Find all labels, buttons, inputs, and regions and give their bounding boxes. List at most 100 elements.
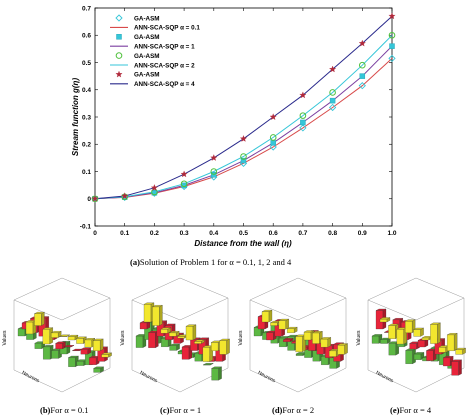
series-0-point: [358, 82, 366, 90]
bar3d-front: [42, 329, 50, 345]
panel-b-zlabel: Values: [2, 330, 8, 345]
series-4-point: [359, 61, 366, 69]
panel-b-xlabel: Neurons: [21, 370, 41, 384]
bar3d-front: [101, 354, 109, 358]
bar3d-side: [66, 341, 71, 355]
bar3d-front: [405, 321, 413, 333]
bar3d-front: [295, 336, 303, 352]
bar3d-top: [165, 323, 176, 326]
series-4-point: [180, 180, 188, 188]
bar3d-top: [278, 318, 289, 321]
x-tick-label: 0.6: [269, 230, 278, 237]
legend-entry-label: ANN-SCA-SQP α = 0.1: [134, 25, 200, 32]
bar3d-front: [34, 343, 42, 349]
x-axis-label: Distance from the wall (η): [194, 239, 292, 248]
series-2-point: [270, 140, 276, 146]
series-2-point: [329, 97, 336, 104]
caption-c-text: For α = 1: [169, 405, 202, 415]
bar3d-front: [202, 347, 210, 362]
bar3d-top: [371, 334, 383, 337]
series-4-point: [210, 168, 218, 175]
bar3d-top: [34, 311, 45, 314]
caption-d: (d)For α = 2: [272, 405, 314, 415]
caption-a: (a)Solution of Problem 1 for α = 0.1, 1,…: [130, 257, 291, 267]
bar3d-top: [303, 330, 315, 333]
bar3d-front: [160, 329, 168, 334]
bar3d-front: [80, 349, 88, 355]
bar3d-top: [392, 318, 403, 320]
y-tick-label: 0.1: [82, 169, 91, 176]
bar3d-front: [89, 357, 97, 365]
bar3d-front: [413, 353, 422, 360]
caption-b-tag: (b): [40, 405, 51, 415]
bar3d-front: [396, 329, 404, 345]
series-6-point: [180, 170, 188, 178]
bar3d-panel-d: Values Neurons: [238, 277, 348, 393]
bar3d-top: [283, 338, 294, 340]
bar3d-top: [405, 319, 416, 322]
bar3d-top: [67, 335, 79, 337]
series-0-point: [388, 54, 396, 63]
bar3d-front: [380, 339, 388, 344]
bar3d-front: [135, 335, 144, 348]
bar3d-front: [169, 345, 177, 351]
bar3d-front: [266, 332, 274, 341]
series-4-point: [269, 134, 277, 141]
bar3d-side: [268, 309, 273, 323]
bar3d-panel-b: Values Neurons: [2, 277, 112, 393]
bar3d-front: [295, 353, 304, 356]
bar3d-front: [388, 325, 396, 339]
bar3d-top: [287, 334, 298, 337]
series-6-point: [150, 184, 158, 191]
y-axis-label: Stream function g(η): [71, 78, 80, 157]
bar3d-top: [379, 317, 391, 320]
bar3d-front: [451, 361, 459, 376]
bar3d-top: [84, 338, 95, 340]
bar3d-front: [379, 318, 388, 323]
bar3d-top: [80, 347, 91, 350]
bar3d-front: [303, 331, 312, 341]
bar3d-front: [43, 346, 51, 360]
panel-e-bars: [371, 308, 466, 376]
series-6-point: [239, 135, 248, 142]
bar3d-panel-c: Values Neurons: [120, 277, 230, 393]
legend-marker-swatch: [115, 52, 123, 59]
bar3d-top: [219, 338, 230, 341]
bar3d-top: [42, 327, 53, 330]
bar3d-top: [203, 363, 214, 365]
bar3d-top: [211, 366, 222, 369]
x-tick-label: 1.0: [387, 230, 396, 237]
bar3d-front: [337, 344, 345, 355]
bar3d-side: [192, 324, 197, 341]
x-axis-label-text: Distance from the wall (η): [194, 239, 292, 248]
x-tick-label: 0.2: [150, 230, 159, 237]
bar3d-side: [454, 333, 458, 352]
bar3d-side: [285, 318, 289, 330]
series-6-point: [358, 39, 366, 47]
bar3d-front: [211, 342, 219, 351]
bar3d-top: [93, 366, 104, 369]
bar3d-front: [261, 311, 270, 323]
caption-e-tag: (e): [390, 405, 400, 415]
bar3d-front: [455, 349, 463, 355]
bar3d-top: [287, 327, 298, 329]
bar3d-top: [185, 324, 197, 327]
bar3d-front: [219, 340, 227, 355]
bar3d-top: [388, 323, 399, 326]
legend-entry-label: GA-ASM: [134, 34, 160, 41]
series-6-point: [121, 192, 129, 200]
bar3d-front: [409, 343, 417, 350]
bar3d-top: [76, 336, 87, 339]
bar3d-top: [143, 302, 155, 305]
series-0-point: [328, 103, 337, 112]
bar3d-front: [177, 336, 185, 339]
bar3d-front: [51, 350, 59, 359]
legend-entry-label: ANN-SCA-SQP α = 1: [134, 44, 195, 51]
bar3d-front: [67, 336, 76, 341]
bar3d-front: [283, 339, 291, 342]
bar3d-top: [93, 338, 104, 341]
y-tick-label: 0: [87, 196, 91, 203]
bar3d-top: [51, 331, 62, 333]
caption-d-tag: (d): [272, 405, 283, 415]
panel-c-frame: [131, 277, 229, 393]
